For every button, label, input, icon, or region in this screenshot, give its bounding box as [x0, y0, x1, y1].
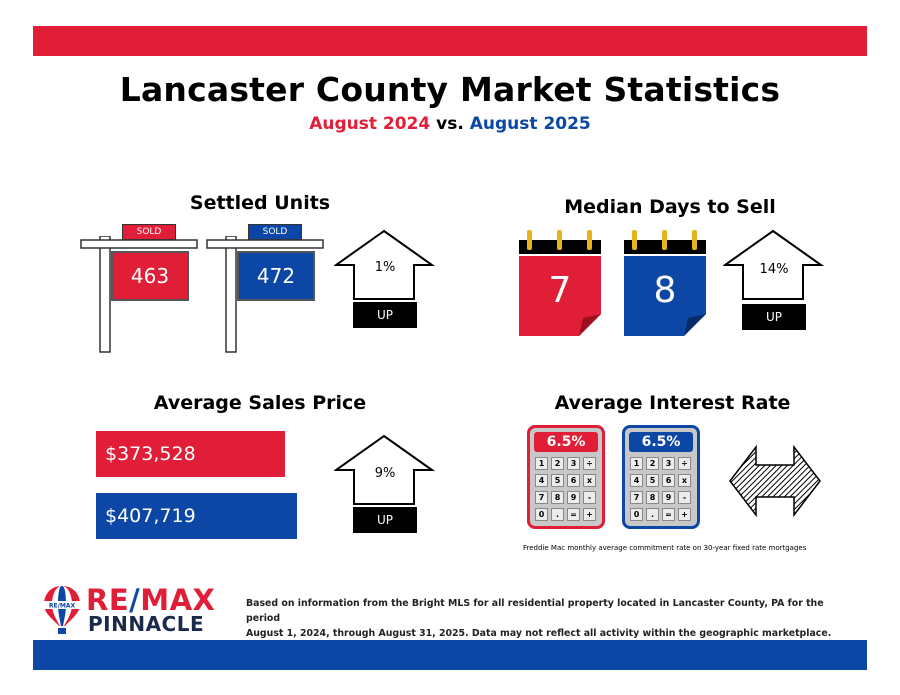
calculator-key: -: [678, 491, 691, 504]
calculator-key: 5: [551, 474, 564, 487]
calculator-key: 6: [567, 474, 580, 487]
avg-price-2024: $373,528: [96, 431, 285, 477]
interest-rate-2024: 6.5%: [534, 432, 598, 452]
calculator-2024: 6.5% 1 2 3 ÷ 4 5 6 x 7 8 9- 0. = +: [527, 425, 605, 529]
median-days-2025: 8: [653, 270, 677, 311]
calculator-key: 0: [630, 508, 643, 521]
up-arrow-icon: [723, 229, 825, 300]
brand-re: RE: [86, 583, 130, 617]
interest-rate-heading: Average Interest Rate: [554, 392, 791, 414]
calculator-key: 1: [535, 457, 548, 470]
bottom-blue-band: [33, 640, 867, 670]
calculator-key: 8: [646, 491, 659, 504]
calculator-key: x: [583, 474, 596, 487]
settled-units-change: 1%: [374, 260, 396, 275]
up-arrow-icon: [334, 434, 436, 505]
calculator-key: -: [583, 491, 596, 504]
disclaimer-line-1: Based on information from the Bright MLS…: [246, 598, 824, 624]
calculator-2025: 6.5% 1 2 3 ÷ 4 5 6 x 7 8 9- 0. = +: [622, 425, 700, 529]
sold-rider-2024: SOLD: [122, 224, 176, 240]
calculator-key: ÷: [678, 457, 691, 470]
calculator-key: 4: [535, 474, 548, 487]
calculator-key: .: [551, 508, 564, 521]
top-red-band: [33, 26, 867, 56]
calculator-key: 4: [630, 474, 643, 487]
calculator-key: 2: [646, 457, 659, 470]
calculator-key: 7: [630, 491, 643, 504]
calculator-key: 5: [646, 474, 659, 487]
calculator-key: 8: [551, 491, 564, 504]
calculator-key: ÷: [583, 457, 596, 470]
up-arrow-icon: [334, 229, 436, 300]
settled-units-direction: UP: [353, 302, 417, 328]
calculator-key: 3: [567, 457, 580, 470]
avg-price-2025: $407,719: [96, 493, 297, 539]
calculator-key: 6: [662, 474, 675, 487]
brand-logo-pinnacle: PINNACLE: [88, 612, 205, 636]
calculator-key: 9: [662, 491, 675, 504]
interest-rate-2025: 6.5%: [629, 432, 693, 452]
calculator-key: =: [567, 508, 580, 521]
brand-slash: /: [129, 583, 141, 617]
avg-price-heading: Average Sales Price: [153, 392, 367, 414]
page-title: Lancaster County Market Statistics: [119, 70, 781, 109]
calculator-key: x: [678, 474, 691, 487]
period-2025: August 2025: [469, 114, 591, 134]
calendar-2024: [519, 230, 601, 336]
calculator-key: .: [646, 508, 659, 521]
sign-post-2025: [206, 236, 324, 353]
calculator-key: 0: [535, 508, 548, 521]
settled-units-heading: Settled Units: [189, 192, 331, 214]
avg-price-change: 9%: [374, 466, 396, 481]
calculator-key: 3: [662, 457, 675, 470]
median-days-change: 14%: [759, 262, 789, 277]
calendar-2025: [624, 230, 706, 336]
brand-max: MAX: [140, 583, 216, 617]
svg-text:RE/MAX: RE/MAX: [49, 603, 76, 610]
vs-label: vs.: [436, 114, 464, 134]
median-days-direction: UP: [742, 304, 806, 330]
median-days-2024: 7: [548, 270, 572, 311]
median-days-heading: Median Days to Sell: [564, 196, 776, 218]
settled-units-2024: 463: [111, 251, 189, 301]
calculator-key: 2: [551, 457, 564, 470]
calculator-key: 1: [630, 457, 643, 470]
balloon-logo-icon: RE/MAX: [44, 586, 80, 634]
disclaimer: Based on information from the Bright MLS…: [246, 596, 846, 641]
settled-units-2025: 472: [237, 251, 315, 301]
avg-price-direction: UP: [353, 507, 417, 533]
sold-rider-2025: SOLD: [248, 224, 302, 240]
disclaimer-line-2: August 1, 2024, through August 31, 2025.…: [246, 628, 832, 639]
calculator-key: +: [583, 508, 596, 521]
brand-logo-remax: RE/MAX: [86, 583, 215, 617]
calculator-key: 7: [535, 491, 548, 504]
calculator-key: =: [662, 508, 675, 521]
interest-rate-footnote: Freddie Mac monthly average commitment r…: [523, 544, 807, 552]
period-2024: August 2024: [309, 114, 431, 134]
double-arrow-icon: [729, 445, 821, 517]
sign-post-2024: [80, 236, 198, 353]
calculator-key: +: [678, 508, 691, 521]
page-subtitle: August 2024 vs. August 2025: [0, 114, 900, 134]
calculator-key: 9: [567, 491, 580, 504]
